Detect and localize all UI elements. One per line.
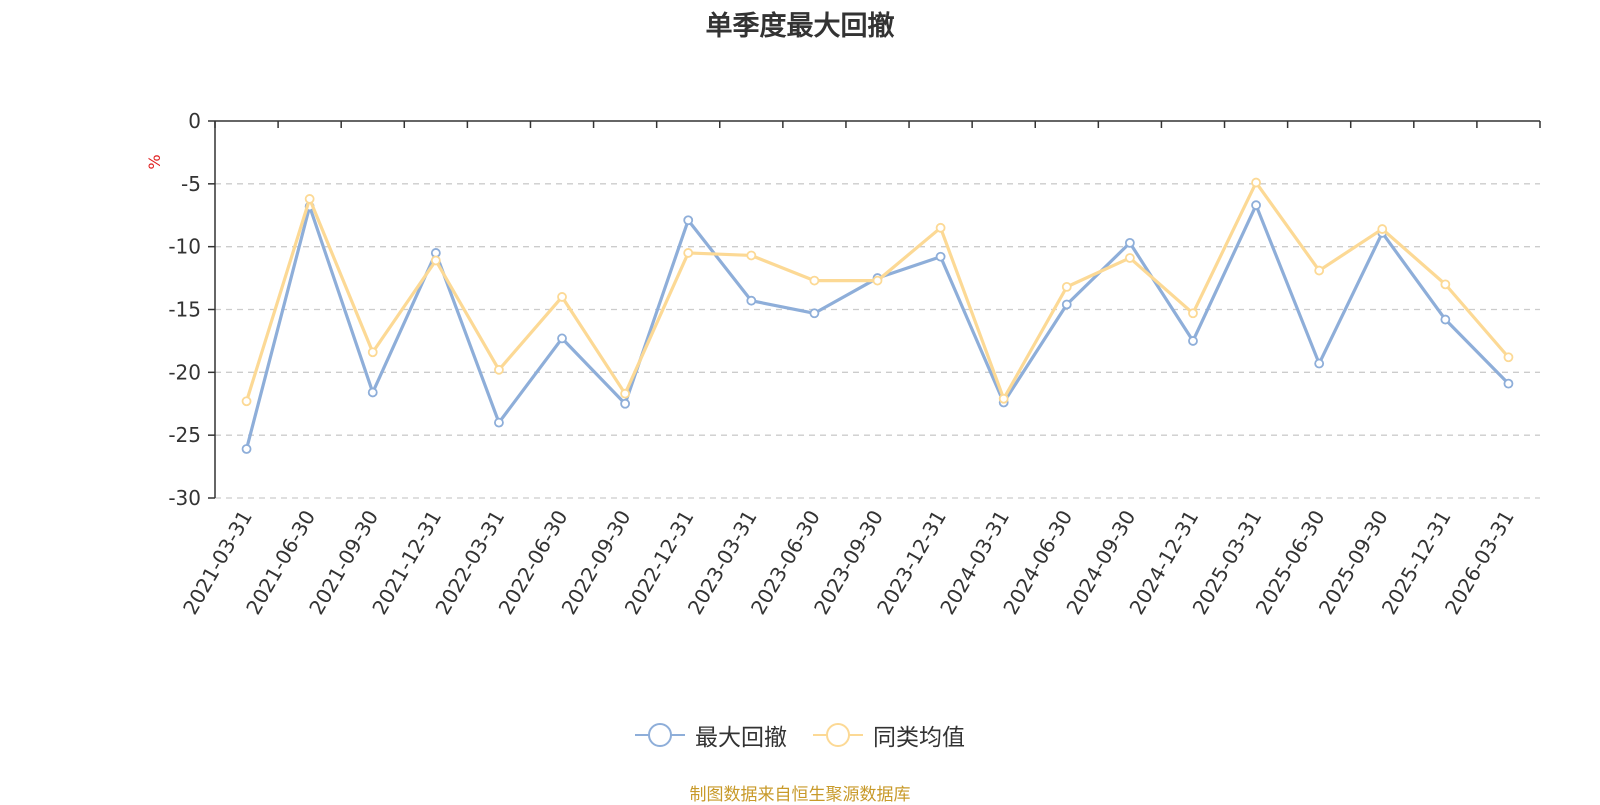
data-point-series-2[interactable]	[1440, 279, 1451, 290]
data-point-series-2[interactable]	[1251, 177, 1261, 188]
data-point-series-2[interactable]	[998, 393, 1009, 404]
series-2	[241, 177, 1514, 407]
data-point-series-2[interactable]	[1124, 253, 1135, 263]
y-tick-label: -5	[181, 172, 201, 196]
data-point-series-2[interactable]	[1377, 224, 1388, 234]
series-layer	[241, 177, 1514, 454]
y-tick-label: 0	[188, 109, 201, 133]
data-point-series-1[interactable]	[494, 417, 504, 428]
data-point-series-2[interactable]	[935, 222, 946, 233]
data-point-series-1[interactable]	[746, 295, 757, 306]
series-line-1	[244, 203, 1510, 450]
legend: 最大回撤 同类均值	[0, 718, 1600, 752]
data-point-series-2[interactable]	[1314, 265, 1325, 276]
chart-title: 单季度最大回撤	[705, 11, 895, 42]
data-point-series-2[interactable]	[746, 250, 757, 261]
axes: 0-5-10-15-20-25-302021-03-312021-06-3020…	[168, 109, 1541, 619]
data-point-series-1[interactable]	[1314, 358, 1325, 369]
data-point-series-2[interactable]	[809, 275, 820, 286]
data-point-series-2[interactable]	[367, 347, 378, 358]
data-point-series-2[interactable]	[872, 275, 883, 286]
data-point-series-2[interactable]	[494, 364, 504, 375]
source-note: 制图数据来自恒生聚源数据库	[689, 785, 911, 805]
data-point-series-2[interactable]	[1061, 281, 1072, 292]
data-point-series-2[interactable]	[430, 255, 441, 266]
legend-marker-series-2-icon	[813, 723, 863, 747]
data-point-series-2[interactable]	[241, 396, 252, 407]
series-1	[241, 200, 1514, 454]
legend-label-series-1: 最大回撤	[695, 725, 787, 751]
y-tick-label: -25	[168, 423, 201, 447]
data-point-series-2[interactable]	[304, 194, 315, 204]
data-point-series-2[interactable]	[683, 248, 694, 258]
data-point-series-2[interactable]	[1503, 352, 1514, 363]
y-tick-label: -15	[168, 298, 201, 322]
data-point-series-1[interactable]	[809, 308, 820, 319]
y-tick-label: -20	[168, 360, 201, 384]
data-point-series-1[interactable]	[1440, 314, 1451, 325]
y-tick-label: -30	[168, 486, 201, 510]
legend-item-series-2[interactable]: 同类均值	[813, 718, 965, 752]
y-axis-unit-label: %	[145, 154, 164, 169]
data-point-series-1[interactable]	[367, 387, 378, 398]
legend-label-series-2: 同类均值	[873, 725, 965, 751]
legend-item-series-1[interactable]: 最大回撤	[635, 718, 787, 752]
data-point-series-1[interactable]	[1251, 200, 1261, 211]
data-point-series-1[interactable]	[1061, 299, 1072, 310]
data-point-series-2[interactable]	[1188, 308, 1198, 319]
data-point-series-1[interactable]	[557, 333, 567, 344]
series-line-2	[245, 180, 1510, 402]
data-point-series-1[interactable]	[1503, 378, 1514, 389]
data-point-series-1[interactable]	[620, 398, 631, 409]
data-point-series-2[interactable]	[557, 292, 567, 302]
grid-lines	[215, 183, 1540, 499]
y-tick-label: -10	[168, 235, 201, 259]
data-point-series-1[interactable]	[935, 251, 946, 262]
legend-marker-series-1-icon	[635, 723, 685, 747]
data-point-series-1[interactable]	[1188, 336, 1198, 346]
data-point-series-1[interactable]	[241, 444, 252, 454]
data-point-series-2[interactable]	[620, 388, 631, 399]
data-point-series-1[interactable]	[683, 215, 694, 226]
data-point-series-1[interactable]	[1124, 237, 1135, 248]
